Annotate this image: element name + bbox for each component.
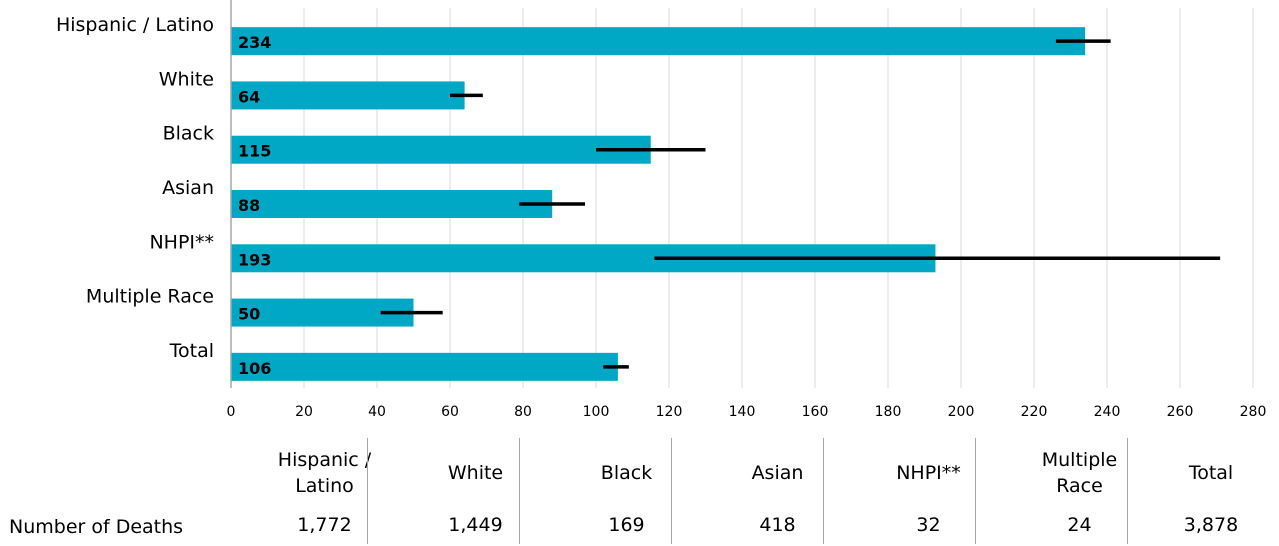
- data-label: 50: [238, 305, 260, 324]
- table-value: 24: [1067, 514, 1092, 536]
- data-label: 193: [238, 250, 271, 269]
- x-tick-label: 140: [729, 404, 756, 420]
- category-label: Multiple Race: [86, 286, 214, 308]
- bar: [231, 352, 618, 381]
- table-separator: [671, 438, 672, 544]
- table-separator: [367, 438, 368, 544]
- table-separator: [975, 438, 976, 544]
- table-value: 1,772: [297, 514, 352, 536]
- table-value: 1,449: [448, 514, 503, 536]
- data-label: 64: [238, 87, 260, 106]
- table-separator: [519, 438, 520, 544]
- bar-chart: 234 64 115 88 193 50 106 Hispanic / Latino Whit…: [56, 0, 1267, 420]
- table-column-total: Total 3,878: [1155, 432, 1267, 542]
- x-tick-label: 120: [656, 404, 683, 420]
- category-label: NHPI**: [149, 231, 214, 253]
- table-value: 169: [608, 514, 645, 536]
- x-tick-label: 200: [948, 404, 975, 420]
- x-tick-label: 0: [227, 404, 236, 420]
- table-header: Black: [600, 462, 653, 484]
- table-column-white: White 1,449: [400, 432, 551, 542]
- data-labels: 234 64 115 88 193 50 106: [238, 33, 271, 378]
- x-tick-label: 180: [875, 404, 902, 420]
- x-tick-labels: 0 20 40 60 80 100 120 140 160 180 200 220 240 260 280: [227, 404, 1267, 420]
- category-label: Asian: [162, 177, 214, 199]
- table-header: Total: [1188, 462, 1234, 484]
- table-header: White: [447, 462, 504, 484]
- table-column-multiple-race: Multiple Race 24: [1004, 432, 1155, 542]
- x-tick-label: 80: [514, 404, 532, 420]
- x-tick-label: 20: [295, 404, 313, 420]
- x-tick-label: 160: [802, 404, 829, 420]
- data-label: 106: [238, 359, 271, 378]
- category-label: White: [159, 68, 214, 90]
- bar: [231, 27, 1086, 56]
- table-header: Hispanic / Latino: [277, 449, 372, 497]
- category-label: Total: [169, 340, 214, 362]
- table-separator: [823, 438, 824, 544]
- table-column-nhpi: NHPI** 32: [853, 432, 1004, 542]
- table-row-label: Number of Deaths: [9, 516, 184, 538]
- x-tick-label: 280: [1240, 404, 1267, 420]
- x-tick-label: 100: [583, 404, 610, 420]
- bar: [231, 135, 651, 164]
- x-tick-label: 240: [1094, 404, 1121, 420]
- x-tick-label: 60: [441, 404, 459, 420]
- bar: [231, 190, 553, 218]
- table-column-hispanic-latino: Hispanic / Latino 1,772: [249, 432, 400, 542]
- category-label: Hispanic / Latino: [56, 14, 214, 36]
- error-bars: [380, 39, 1221, 369]
- data-label: 234: [238, 33, 271, 52]
- bars: [231, 27, 1086, 381]
- table-header: Asian: [751, 462, 804, 484]
- deaths-table: Number of Deaths Hispanic / Latino 1,772…: [0, 432, 1279, 546]
- table-header: Multiple Race: [1041, 449, 1118, 497]
- table-value: 32: [916, 514, 941, 536]
- table-value: 3,878: [1183, 514, 1239, 536]
- gridlines: [303, 8, 1254, 388]
- bar: [231, 81, 465, 110]
- data-label: 88: [238, 196, 260, 215]
- data-label: 115: [238, 142, 271, 161]
- x-tick-label: 260: [1167, 404, 1194, 420]
- x-tick-label: 220: [1021, 404, 1048, 420]
- category-labels: Hispanic / Latino White Black Asian NHPI** Mu…: [56, 14, 214, 362]
- category-label: Black: [163, 123, 214, 145]
- table-separator: [1127, 438, 1128, 544]
- table-column-black: Black 169: [551, 432, 702, 542]
- table-column-asian: Asian 418: [702, 432, 853, 542]
- table-value: 418: [759, 514, 796, 536]
- table-header: NHPI**: [896, 462, 961, 484]
- x-tick-label: 40: [368, 404, 386, 420]
